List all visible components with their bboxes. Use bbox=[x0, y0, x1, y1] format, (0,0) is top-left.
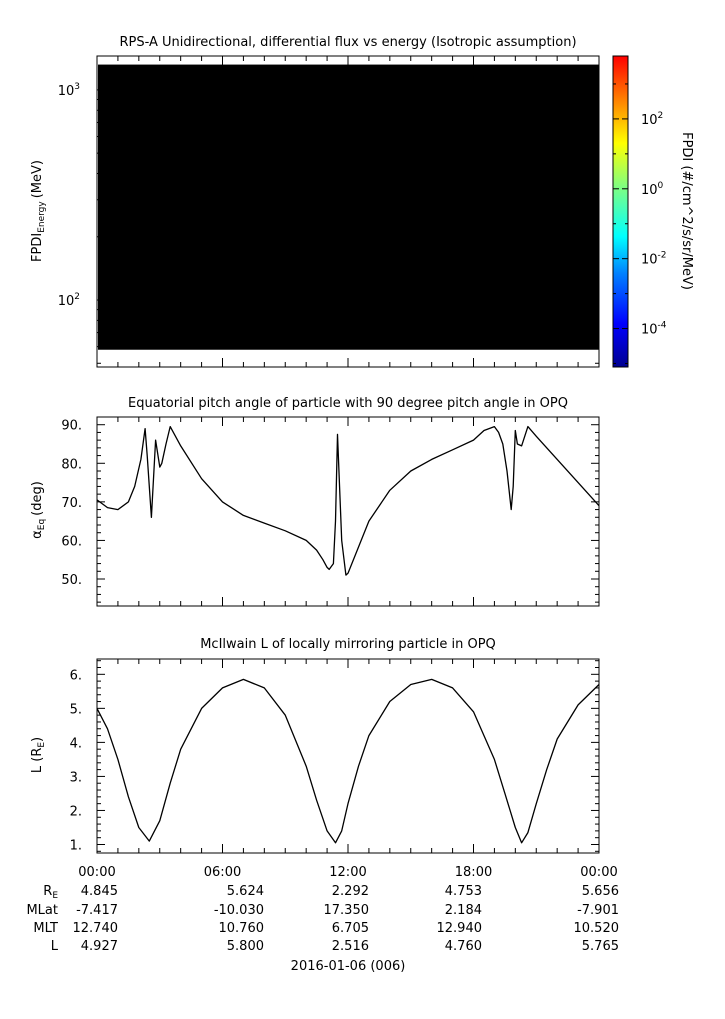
ephemeris-row-label: MLat bbox=[26, 903, 58, 918]
l-shell-y-tick-label: 3. bbox=[70, 770, 82, 785]
l-shell-x-ticks bbox=[96, 659, 600, 853]
ephemeris-value: 4.927 bbox=[81, 939, 118, 954]
svg-text:FPDIEnergy(MeV): FPDIEnergy (MeV) bbox=[30, 160, 47, 262]
ephemeris-value: 4.845 bbox=[81, 884, 118, 899]
pitch-angle-series-line bbox=[96, 425, 600, 576]
spectrogram-fill bbox=[98, 64, 599, 350]
l-shell-y-tick-label: 4. bbox=[70, 736, 82, 751]
ephemeris-row-label: MLT bbox=[33, 921, 58, 936]
colorbar-tick-label: 100 bbox=[641, 181, 664, 198]
pitch-angle-x-ticks bbox=[96, 417, 600, 606]
ephemeris-value: -10.030 bbox=[214, 903, 264, 918]
spectrogram-panel: RPS-A Unidirectional, differential flux … bbox=[30, 35, 600, 368]
svg-text:L (RE): L (RE) bbox=[30, 737, 47, 773]
ephemeris-value: 17.350 bbox=[324, 903, 370, 918]
ephemeris-row-label: L bbox=[51, 939, 59, 954]
colorbar-tick-label: 10-2 bbox=[641, 251, 667, 268]
pitch-angle-y-ticks: 50. 60. 70. 80. 90. bbox=[61, 416, 599, 603]
ephemeris-value: 5.765 bbox=[582, 939, 619, 954]
ephemeris-value: 2.184 bbox=[445, 903, 482, 918]
time-axis-label: 00:00 bbox=[580, 865, 617, 880]
ephemeris-value: -7.901 bbox=[577, 903, 619, 918]
ephemeris-value: 10.520 bbox=[574, 921, 620, 936]
ephemeris-row-label: RE bbox=[43, 884, 58, 901]
spectrogram-y-label: FPDIEnergy (MeV) bbox=[30, 160, 47, 262]
ephemeris-value: -7.417 bbox=[76, 903, 118, 918]
l-shell-y-label: L (RE) bbox=[30, 737, 47, 773]
l-shell-y-label-unit: ) bbox=[30, 737, 45, 742]
spectrogram-y-label-unit: (MeV) bbox=[30, 160, 45, 198]
pitch-angle-y-label-sub: Eq bbox=[37, 519, 47, 530]
spectrogram-y-tick-label: 102 bbox=[58, 292, 80, 309]
pitch-angle-y-tick-label: 90. bbox=[61, 419, 82, 434]
l-shell-y-ticks: 1. 2. 3. 4. 5. 6. bbox=[70, 660, 599, 853]
pitch-angle-panel: Equatorial pitch angle of particle with … bbox=[30, 396, 600, 607]
l-shell-y-tick-label: 1. bbox=[70, 838, 82, 853]
l-shell-y-tick-label: 5. bbox=[70, 702, 82, 717]
pitch-angle-y-tick-label: 80. bbox=[61, 457, 82, 472]
pitch-angle-title: Equatorial pitch angle of particle with … bbox=[128, 396, 568, 411]
l-shell-panel: McIlwain L of locally mirroring particle… bbox=[30, 637, 600, 854]
l-shell-y-label-main: L (R bbox=[30, 748, 45, 773]
pitch-angle-y-tick-label: 70. bbox=[61, 496, 82, 511]
spectrogram-y-label-sub: Energy bbox=[37, 201, 47, 233]
ephemeris-row-labels: RE MLat MLT L bbox=[26, 884, 58, 954]
l-shell-y-tick-label: 6. bbox=[70, 668, 82, 683]
spectrogram-y-label-main: FPDI bbox=[30, 233, 45, 262]
ephemeris-value: 12.940 bbox=[437, 921, 483, 936]
spectrogram-x-ticks bbox=[96, 56, 600, 367]
ephemeris-values: 4.845 5.624 2.292 4.753 5.656 -7.417 -10.030 17… bbox=[73, 884, 620, 954]
l-shell-series-line bbox=[96, 678, 600, 844]
ephemeris-value: 6.705 bbox=[332, 921, 369, 936]
time-axis-label: 18:00 bbox=[455, 865, 492, 880]
l-shell-y-label-sub: E bbox=[37, 742, 47, 748]
time-axis-labels: 00:00 06:00 12:00 18:00 00:00 bbox=[78, 865, 617, 880]
svg-text:αEq(deg): αEq (deg) bbox=[30, 481, 47, 539]
ephemeris-value: 4.753 bbox=[445, 884, 482, 899]
pitch-angle-y-tick-label: 50. bbox=[61, 573, 82, 588]
date-label: 2016-01-06 (006) bbox=[291, 959, 406, 974]
l-shell-frame bbox=[96, 658, 600, 854]
colorbar: 102 100 10-2 10-4 FPDI (#/cm^2/s/sr/MeV) bbox=[612, 55, 694, 368]
pitch-angle-y-label: αEq (deg) bbox=[30, 481, 47, 539]
pitch-angle-frame bbox=[96, 416, 600, 607]
ephemeris-value: 2.292 bbox=[332, 884, 369, 899]
spectrogram-y-tick-label: 103 bbox=[58, 82, 80, 99]
colorbar-ticks: 102 100 10-2 10-4 bbox=[613, 83, 667, 365]
time-axis-label: 00:00 bbox=[78, 865, 115, 880]
pitch-angle-y-label-unit: (deg) bbox=[30, 481, 45, 516]
spectrogram-y-ticks: 102 103 bbox=[58, 82, 599, 364]
ephemeris-value: 12.740 bbox=[73, 921, 119, 936]
l-shell-y-tick-label: 2. bbox=[70, 804, 82, 819]
ephemeris-value: 5.656 bbox=[582, 884, 619, 899]
time-axis-label: 06:00 bbox=[204, 865, 241, 880]
ephemeris-value: 5.624 bbox=[227, 884, 264, 899]
pitch-angle-y-tick-label: 60. bbox=[61, 534, 82, 549]
ephemeris-value: 10.760 bbox=[219, 921, 265, 936]
spectrogram-title: RPS-A Unidirectional, differential flux … bbox=[119, 35, 576, 50]
colorbar-label: FPDI (#/cm^2/s/sr/MeV) bbox=[679, 132, 694, 290]
ephemeris-value: 4.760 bbox=[445, 939, 482, 954]
colorbar-tick-label: 102 bbox=[641, 111, 663, 128]
colorbar-tick-label: 10-4 bbox=[641, 321, 667, 338]
ephemeris-value: 2.516 bbox=[332, 939, 369, 954]
colorbar-gradient bbox=[612, 55, 629, 368]
pitch-angle-y-label-main: α bbox=[30, 530, 45, 539]
ephemeris-value: 5.800 bbox=[227, 939, 264, 954]
l-shell-title: McIlwain L of locally mirroring particle… bbox=[200, 637, 496, 652]
time-axis-label: 12:00 bbox=[329, 865, 366, 880]
